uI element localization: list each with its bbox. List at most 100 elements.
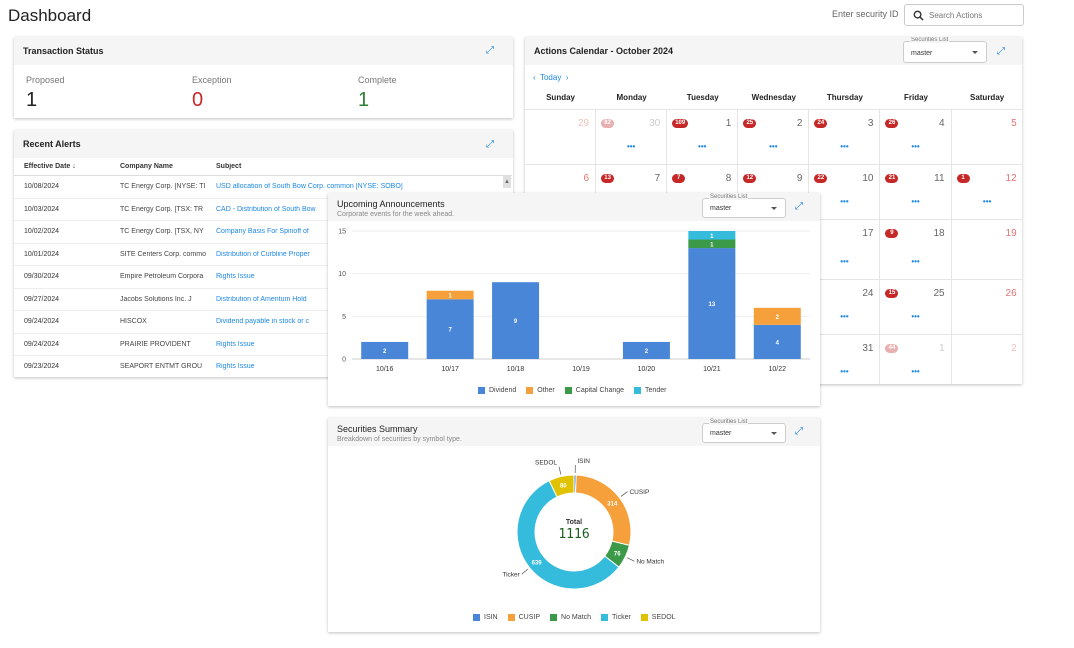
more-events-icon[interactable]: ••• (911, 367, 920, 376)
bar-segment-dividend[interactable] (622, 341, 670, 359)
bar-segment-dividend[interactable] (426, 299, 474, 359)
calendar-day-cell[interactable]: 3 24 ••• (809, 110, 881, 164)
more-events-icon[interactable]: ••• (769, 142, 778, 151)
event-count-badge[interactable]: 1 (956, 174, 970, 183)
legend-item[interactable]: Other (526, 387, 555, 394)
cell-subject-link[interactable]: Company Basis For Spinoff of (216, 228, 309, 236)
legend-item[interactable]: Dividend (478, 387, 516, 394)
more-events-icon[interactable]: ••• (982, 197, 992, 206)
cell-subject-link[interactable]: Rights Issue (216, 340, 255, 348)
column-subject[interactable]: Subject (216, 163, 242, 170)
more-events-icon[interactable]: ••• (911, 257, 920, 266)
calendar-day-cell[interactable]: 4 26 ••• (880, 110, 952, 164)
legend-item[interactable]: CUSIP (507, 614, 540, 621)
securities-list-select[interactable]: Securities List master (702, 419, 786, 443)
cell-subject-link[interactable]: Rights Issue (216, 273, 255, 281)
chevron-right-icon[interactable]: › (565, 73, 569, 82)
event-count-badge[interactable]: 9 (885, 229, 899, 238)
more-events-icon[interactable]: ••• (840, 312, 849, 321)
table-row[interactable]: 10/08/2024 TC Energy Corp. [NYSE: TI USD a… (14, 176, 512, 199)
legend-item[interactable]: No Match (550, 614, 591, 621)
securities-list-select[interactable]: Securities List master (903, 37, 987, 63)
event-count-badge[interactable]: 12 (743, 174, 757, 183)
table-row[interactable]: 09/30/2024 Empire Petroleum Corpora Rights… (14, 266, 512, 289)
event-count-badge[interactable]: 15 (885, 289, 899, 298)
bar-segment-dividend[interactable] (753, 324, 801, 359)
table-row[interactable]: 09/27/2024 Jacobs Solutions Inc. J Distrib… (14, 289, 512, 311)
event-count-badge[interactable]: 21 (885, 174, 899, 183)
event-count-badge[interactable]: 44 (885, 344, 899, 353)
table-row[interactable]: 09/23/2024 SEAPORT ENTMT GROU Rights Issue (14, 356, 512, 377)
event-count-badge[interactable]: 7 (672, 174, 686, 183)
cell-subject-link[interactable]: CAD - Distribution of South Bow (216, 205, 316, 213)
more-events-icon[interactable]: ••• (911, 197, 920, 206)
more-events-icon[interactable]: ••• (911, 142, 920, 151)
donut-slice-sedol[interactable] (548, 474, 575, 498)
column-effective-date[interactable]: Effective Date ↓ (14, 163, 110, 170)
chevron-left-icon[interactable]: ‹ (533, 73, 536, 82)
calendar-day-cell[interactable]: 17 ••• (809, 220, 881, 279)
bar-segment-capital-change[interactable] (688, 239, 736, 249)
expand-icon[interactable]: ⤢ (795, 426, 803, 437)
sort-arrow-down-icon[interactable]: ↓ (72, 163, 76, 170)
event-count-badge[interactable]: 82 (601, 119, 615, 128)
expand-icon[interactable]: ⤢ (486, 139, 494, 150)
calendar-day-cell[interactable]: 25 15 ••• (880, 280, 952, 334)
calendar-day-cell[interactable]: 29 (525, 110, 597, 164)
bar-segment-dividend[interactable] (492, 282, 540, 359)
calendar-day-cell[interactable]: 12 1 ••• (952, 165, 1022, 219)
table-row[interactable]: 10/02/2024 TC Energy Corp. [TSX, NY Compan… (14, 221, 512, 244)
table-row[interactable]: 09/24/2024 HISCOX Dividend payable in stoc… (14, 311, 512, 334)
legend-item[interactable]: Ticker (601, 614, 631, 621)
event-count-badge[interactable]: 109 (672, 119, 689, 128)
calendar-day-cell[interactable]: 24 ••• (809, 280, 881, 334)
table-row[interactable]: 10/03/2024 TC Energy Corp. [TSX: TR CAD - … (14, 199, 512, 221)
legend-item[interactable]: SEDOL (640, 614, 676, 621)
calendar-day-cell[interactable]: 2 25 ••• (738, 110, 810, 164)
event-count-badge[interactable]: 26 (885, 119, 899, 128)
calendar-day-cell[interactable]: 11 21 ••• (880, 165, 952, 219)
calendar-day-cell[interactable]: 2 (952, 335, 1022, 384)
more-events-icon[interactable]: ••• (840, 142, 849, 151)
expand-icon[interactable]: ⤢ (486, 45, 494, 56)
cell-subject-link[interactable]: USD allocation of South Bow Corp. common… (216, 183, 403, 191)
more-events-icon[interactable]: ••• (911, 312, 920, 321)
calendar-day-cell[interactable]: 5 (952, 110, 1022, 164)
bar-segment-dividend[interactable] (361, 341, 409, 359)
cell-subject-link[interactable]: Rights Issue (216, 363, 255, 371)
expand-icon[interactable]: ⤢ (997, 46, 1005, 57)
bar-segment-other[interactable] (753, 307, 801, 325)
calendar-day-cell[interactable]: 18 9 ••• (880, 220, 952, 279)
bar-segment-tender[interactable] (688, 231, 736, 240)
legend-item[interactable]: Capital Change (564, 387, 624, 394)
event-count-badge[interactable]: 25 (743, 119, 757, 128)
search-input[interactable] (929, 8, 1019, 22)
calendar-day-cell[interactable]: 1 109 ••• (667, 110, 739, 164)
more-events-icon[interactable]: ••• (698, 142, 707, 151)
legend-item[interactable]: ISIN (473, 614, 498, 621)
calendar-day-cell[interactable]: 31 ••• (809, 335, 881, 384)
cell-subject-link[interactable]: Distribution of Amentum Hold (216, 295, 307, 303)
calendar-day-cell[interactable]: 6 (525, 165, 597, 219)
calendar-day-cell[interactable]: 30 82 ••• (596, 110, 668, 164)
calendar-day-cell[interactable]: 26 (952, 280, 1022, 334)
cell-subject-link[interactable]: Distribution of Curbline Proper (216, 250, 310, 258)
securities-list-select[interactable]: Securities List master (702, 194, 786, 218)
calendar-day-cell[interactable]: 10 22 ••• (809, 165, 881, 219)
table-row[interactable]: 10/01/2024 SITE Centers Corp. commo Distri… (14, 244, 512, 266)
more-events-icon[interactable]: ••• (840, 197, 849, 206)
donut-slice-ticker[interactable] (516, 480, 620, 590)
calendar-day-cell[interactable]: 19 (952, 220, 1022, 279)
event-count-badge[interactable]: 24 (814, 119, 828, 128)
column-company-name[interactable]: Company Name (120, 163, 173, 170)
search-box[interactable] (904, 4, 1024, 26)
bar-segment-other[interactable] (426, 290, 474, 300)
event-count-badge[interactable]: 13 (601, 174, 615, 183)
legend-item[interactable]: Tender (634, 387, 666, 394)
expand-icon[interactable]: ⤢ (795, 201, 803, 212)
table-row[interactable]: 09/24/2024 PRAIRIE PROVIDENT Rights Issue (14, 334, 512, 356)
scrollbar[interactable]: ▲ (503, 176, 511, 188)
calendar-day-cell[interactable]: 7 13 (596, 165, 668, 219)
more-events-icon[interactable]: ••• (626, 142, 636, 151)
